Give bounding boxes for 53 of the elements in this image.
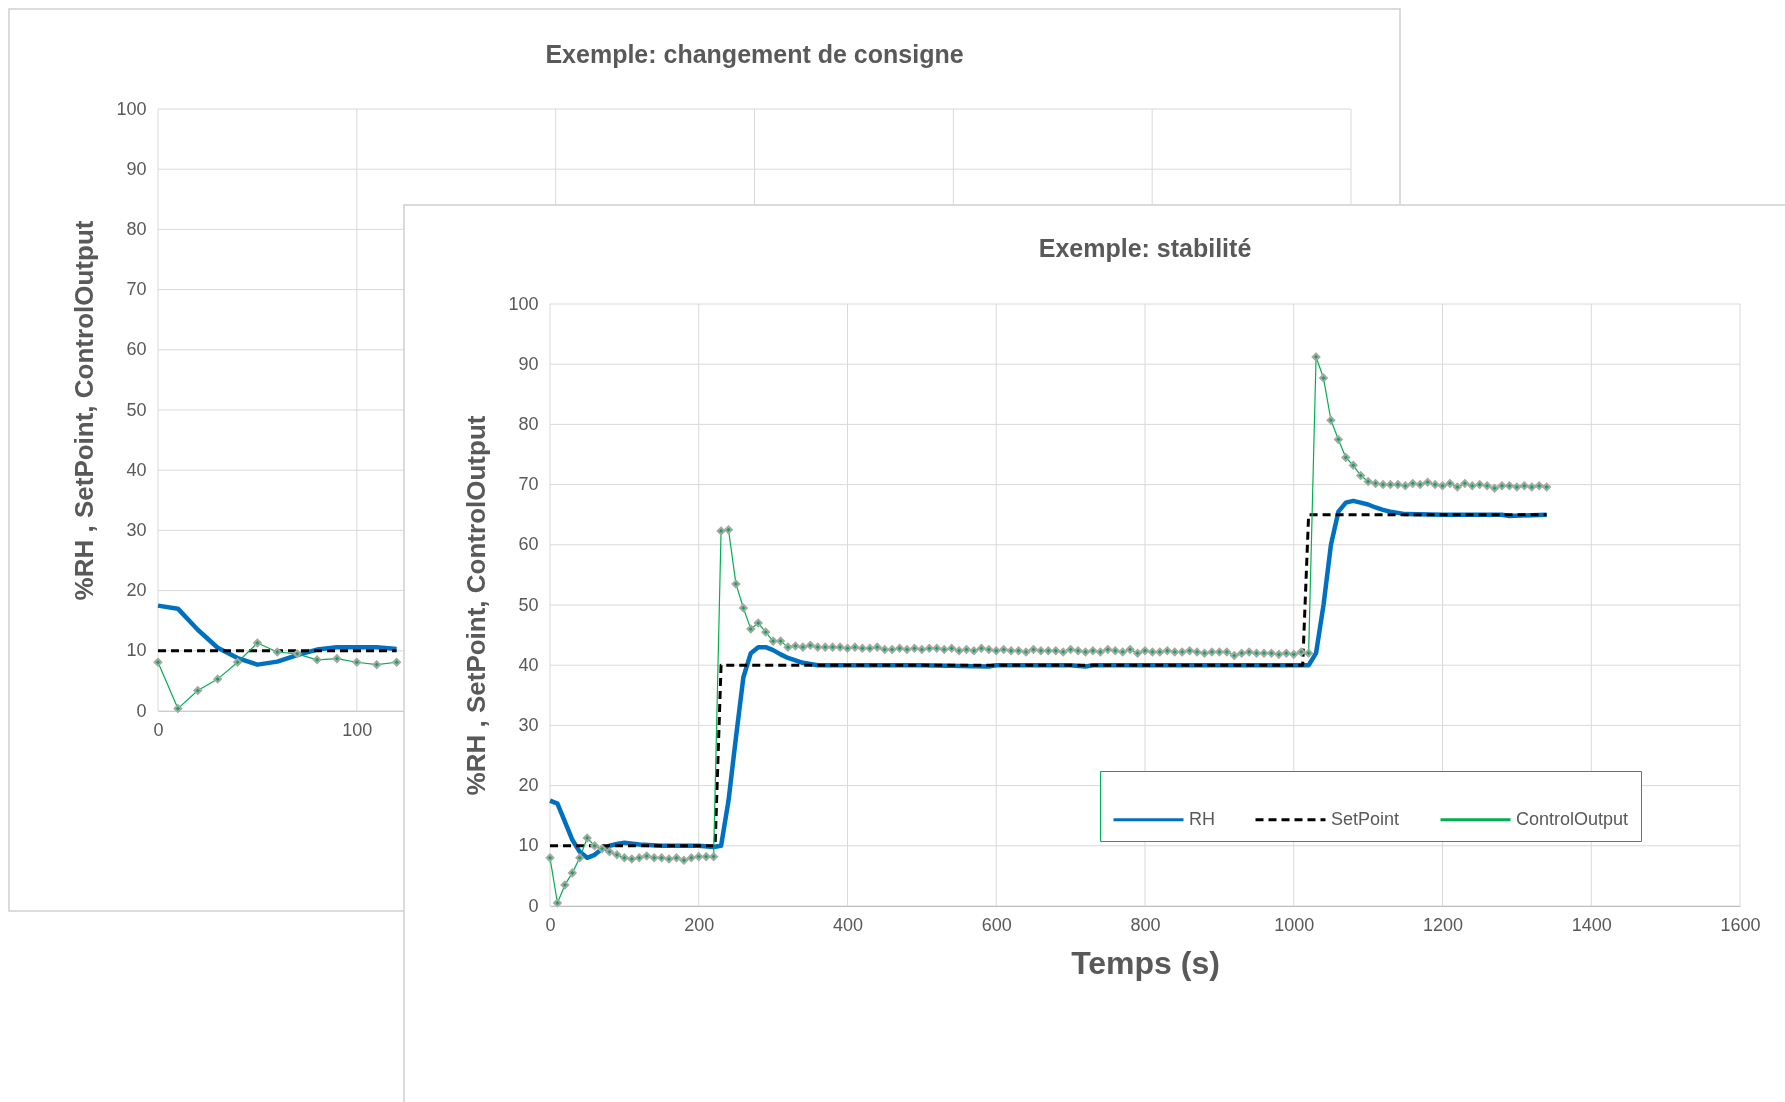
point xyxy=(213,674,222,684)
legend-label: RH xyxy=(1189,808,1215,829)
chart-title: Exemple: changement de consigne xyxy=(545,40,964,68)
legend-label: ControlOutput xyxy=(1516,808,1629,829)
y-tick-label: 20 xyxy=(518,775,539,796)
x-tick-label: 1400 xyxy=(1571,914,1612,935)
y-tick-label: 0 xyxy=(528,895,539,916)
y-tick-label: 30 xyxy=(126,519,147,540)
x-axis-title: Temps (s) xyxy=(1071,944,1220,981)
y-tick-label: 60 xyxy=(126,339,147,360)
point xyxy=(173,704,183,713)
y-tick-label: 100 xyxy=(508,293,539,314)
y-tick-label: 50 xyxy=(518,594,539,615)
point xyxy=(312,655,322,665)
x-tick-label: 1600 xyxy=(1720,914,1761,935)
y-axis-title: %RH , SetPoint, ControlOutput xyxy=(69,220,100,601)
x-tick-label: 200 xyxy=(684,914,715,935)
point xyxy=(233,657,242,667)
y-tick-label: 50 xyxy=(126,399,147,420)
x-tick-label: 800 xyxy=(1130,914,1161,935)
y-tick-label: 0 xyxy=(136,700,147,721)
point xyxy=(253,638,262,648)
y-tick-label: 80 xyxy=(518,413,539,434)
x-tick-label: 600 xyxy=(981,914,1012,935)
y-axis-title: %RH , SetPoint, ControlOutput xyxy=(461,415,492,796)
legend-label: SetPoint xyxy=(1331,808,1400,829)
point xyxy=(332,654,342,663)
chart-title: Exemple: stabilité xyxy=(1038,234,1252,262)
y-tick-label: 10 xyxy=(126,640,147,661)
y-tick-label: 90 xyxy=(126,158,147,179)
y-tick-label: 70 xyxy=(518,474,539,495)
y-tick-label: 90 xyxy=(518,353,539,374)
point xyxy=(272,647,282,657)
point xyxy=(352,657,362,667)
y-tick-label: 40 xyxy=(518,654,539,675)
y-tick-label: 70 xyxy=(126,279,147,300)
point xyxy=(392,657,401,667)
x-tick-label: 1000 xyxy=(1274,914,1315,935)
y-tick-label: 100 xyxy=(116,98,147,119)
x-tick-label: 0 xyxy=(545,914,556,935)
y-tick-label: 60 xyxy=(518,534,539,555)
point xyxy=(292,649,302,659)
x-tick-label: 400 xyxy=(832,914,864,935)
y-tick-label: 80 xyxy=(126,218,147,239)
point xyxy=(153,657,163,667)
point xyxy=(372,660,382,669)
x-tick-label: 1200 xyxy=(1422,914,1464,935)
y-tick-label: 30 xyxy=(518,714,539,735)
line-series xyxy=(155,603,399,667)
point xyxy=(193,686,203,695)
y-tick-label: 20 xyxy=(126,580,147,601)
y-tick-label: 10 xyxy=(518,835,539,856)
y-tick-label: 40 xyxy=(126,459,147,480)
